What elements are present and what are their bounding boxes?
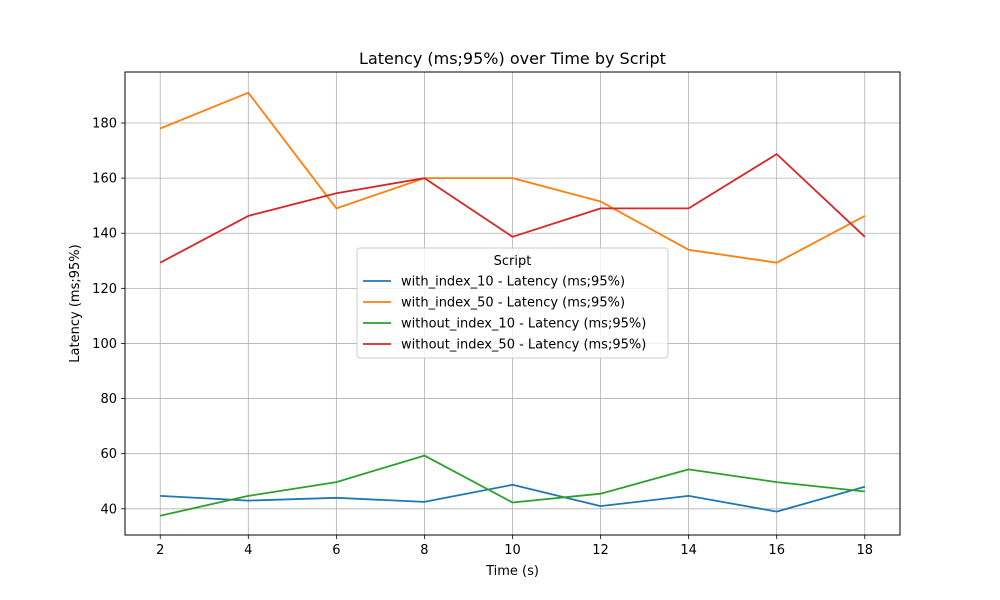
y-tick-label: 60 — [100, 447, 117, 462]
series-lines — [159, 91, 866, 517]
legend-box — [356, 247, 669, 359]
x-tick-label: 4 — [244, 543, 252, 558]
legend-label-2: without_index_10 - Latency (ms;95%) — [401, 317, 646, 332]
chart-title: Latency (ms;95%) over Time by Script — [359, 49, 666, 68]
y-axis-ticks: 40 60 80 100 120 140 160 180 — [92, 116, 125, 517]
x-axis-label: Time (s) — [485, 564, 539, 579]
x-tick-label: 10 — [504, 543, 521, 558]
series-line-0 — [160, 483, 866, 513]
legend-items: with_index_10 - Latency (ms;95%) with_ind… — [363, 275, 646, 353]
x-tick-label: 6 — [332, 543, 340, 558]
legend-label-3: without_index_50 - Latency (ms;95%) — [401, 338, 646, 353]
x-tick-label: 12 — [592, 543, 609, 558]
x-tick-label: 14 — [680, 543, 697, 558]
series-line-3 — [159, 153, 866, 264]
x-tick-label: 16 — [768, 543, 785, 558]
series-line-1 — [159, 91, 866, 264]
y-tick-label: 120 — [92, 282, 117, 297]
y-tick-label: 180 — [92, 116, 117, 131]
legend-title: Script — [494, 254, 532, 269]
y-tick-label: 40 — [100, 502, 117, 517]
x-tick-label: 8 — [420, 543, 428, 558]
series-line-2 — [160, 454, 865, 517]
y-tick-label: 140 — [92, 227, 117, 242]
legend: Script with_index_10 - Latency (ms;95%)w… — [356, 247, 669, 359]
legend-label-1: with_index_50 - Latency (ms;95%) — [401, 296, 625, 311]
y-tick-label: 100 — [92, 337, 117, 352]
x-tick-label: 2 — [156, 543, 164, 558]
y-tick-label: 80 — [100, 392, 117, 407]
x-tick-label: 18 — [856, 543, 873, 558]
y-tick-label: 160 — [92, 172, 117, 187]
x-axis-ticks: 2 4 6 8 10 12 14 16 18 — [156, 535, 873, 558]
legend-label-0: with_index_10 - Latency (ms;95%) — [401, 275, 625, 290]
y-axis-label: Latency (ms;95%) — [68, 244, 83, 362]
